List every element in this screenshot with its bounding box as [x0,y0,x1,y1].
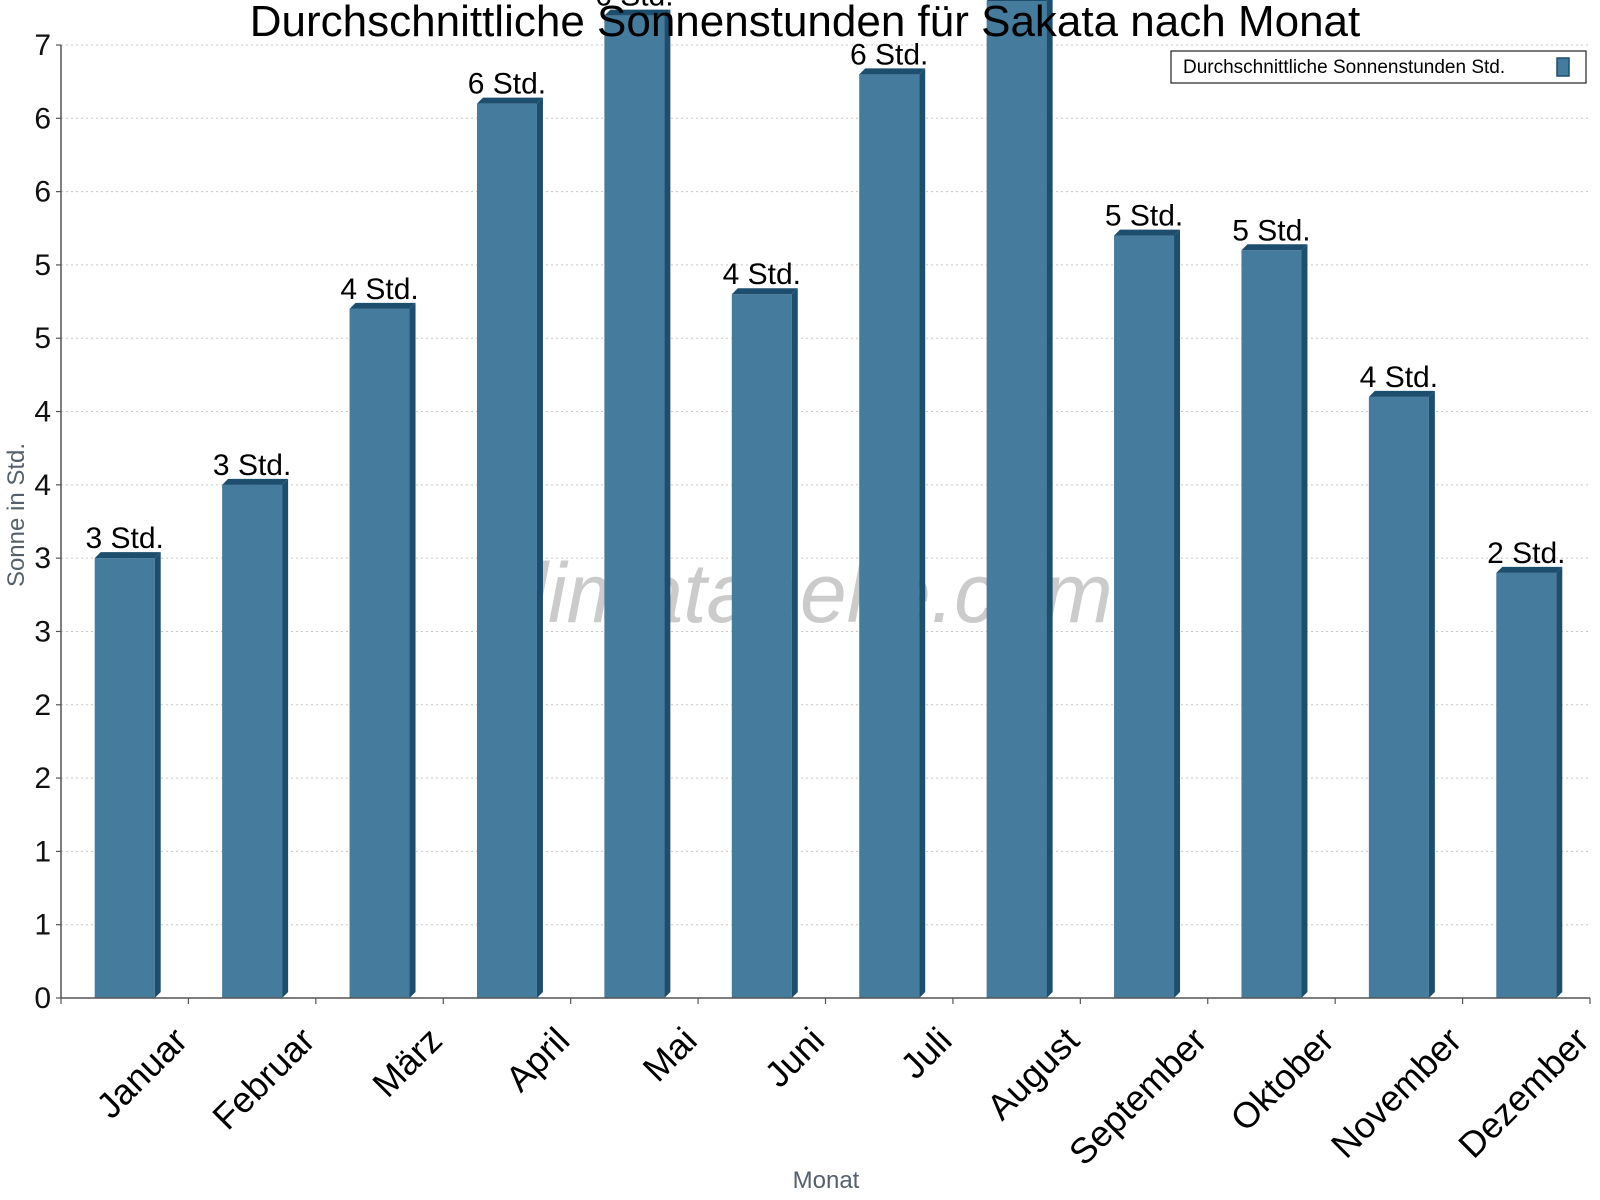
bar-side [919,68,926,999]
legend-swatch [1556,57,1570,77]
bar [94,558,155,998]
bar [986,1,1047,999]
y-tick-label: 3 [34,542,51,575]
data-label: 4 Std. [723,258,801,291]
y-tick-label: 5 [34,322,51,355]
bar-top [94,552,161,559]
bar-top [1368,390,1435,397]
bar-side [409,302,416,998]
y-tick-label: 6 [34,176,51,209]
bar-top [349,302,416,309]
y-tick-labels: 0 1 1 2 2 3 3 4 4 5 5 6 6 7 [34,29,51,1015]
bar-top [476,97,543,104]
data-label: 4 Std. [1360,361,1438,394]
bar [222,484,283,998]
bar-side [536,97,543,998]
bar [731,294,792,998]
bar-top [859,68,926,75]
x-tick-label: September [1061,1019,1215,1173]
x-tick-label: April [497,1019,577,1099]
chart-title: Durchschnittliche Sonnenstunden für Saka… [250,0,1360,46]
y-tick-label: 3 [34,615,51,648]
x-tick-label: Juni [756,1019,832,1095]
bar-side [664,9,671,998]
bar [349,308,410,998]
x-tick-label: März [364,1019,450,1105]
y-axis-title: Sonne in Std. [3,443,30,587]
y-tick-label: 4 [34,396,51,429]
bar-side [1428,390,1435,998]
data-label: 6 Std. [850,38,928,71]
bar [604,15,665,998]
bar-side [791,288,798,998]
y-tick-label: 4 [34,469,51,502]
bar-top [986,0,1048,2]
x-tick-label: Oktober [1222,1019,1342,1139]
bar [859,74,920,999]
y-tick-label: 6 [34,102,51,135]
bar-side [154,552,161,998]
bar-side [1046,0,1053,998]
data-label: 5 Std. [1105,200,1183,233]
bar [1496,572,1557,998]
y-tick-label: 2 [34,689,51,722]
x-tick-label: Dezember [1450,1019,1596,1165]
y-tick-label: 0 [34,982,51,1015]
bar-top [222,478,289,485]
bar [476,103,537,998]
x-tick-label: August [979,1019,1087,1127]
bar-top [1496,566,1563,573]
legend-label: Durchschnittliche Sonnenstunden Std. [1183,57,1505,78]
bar-side [1556,566,1563,998]
bar [1241,250,1302,998]
x-tick-label: November [1323,1019,1469,1165]
x-tick-label: Januar [88,1019,195,1126]
data-label: 6 Std. [595,0,673,13]
bar-top [1114,229,1181,236]
legend-box [1170,50,1587,84]
data-label: 3 Std. [213,449,291,482]
x-tick-label: Juli [892,1019,959,1086]
bar-top [1241,244,1308,251]
x-tick-label: Mai [635,1019,705,1089]
y-tick-label: 1 [34,909,51,942]
y-tick-label: 2 [34,762,51,795]
bar [1114,235,1175,999]
bar-side [282,478,289,998]
y-tick-label: 1 [34,835,51,868]
bars [94,0,1563,999]
axes [56,44,1591,1004]
data-label: 6 Std. [468,68,546,101]
data-label: 4 Std. [340,273,418,306]
y-tick-label: 5 [34,249,51,282]
bar-side [1301,244,1308,998]
y-tick-label: 7 [34,29,51,62]
bar-top [731,288,798,295]
bar [1368,396,1429,998]
data-label: 5 Std. [1232,214,1310,247]
legend: Durchschnittliche Sonnenstunden Std. [1170,50,1587,84]
x-tick-labels: Januar Februar März April Mai Juni Juli AugustS… [88,1019,1596,1173]
bar-top [604,9,671,16]
data-labels: 3 Std. 3 Std. 4 Std. 6 Std. 6 Std. 4 Std. 6 St… [86,0,1566,570]
x-tick-label: Februar [204,1019,322,1137]
x-axis-title: Monat [793,1167,860,1194]
data-label: 3 Std. [86,522,164,555]
grid-lines [61,44,1590,926]
data-label: 2 Std. [1487,537,1565,570]
bar-side [1174,229,1181,999]
